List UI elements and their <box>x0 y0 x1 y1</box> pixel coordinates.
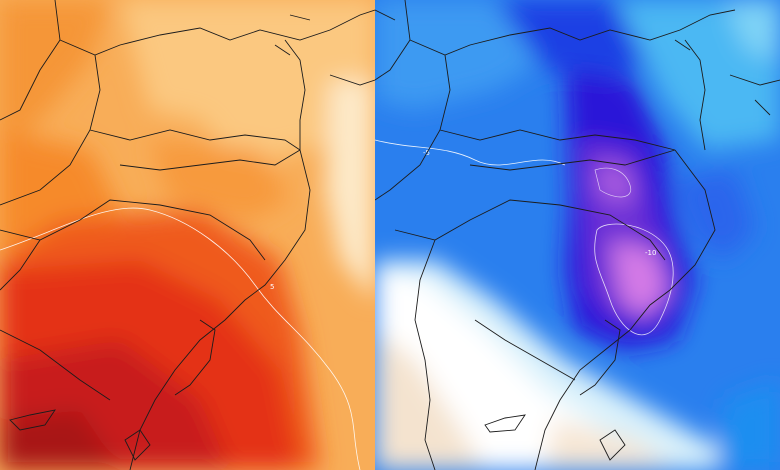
right-map: -5 -10 <box>375 0 780 470</box>
right-map-panel: -5 -10 <box>375 0 780 470</box>
right-isoline-b <box>594 223 674 335</box>
left-contour-label: 5 <box>270 283 274 291</box>
left-map-panel: 5 <box>0 0 375 470</box>
right-contour-label-b: -10 <box>645 249 656 257</box>
left-border-lines <box>0 0 375 470</box>
right-border-lines <box>375 0 780 470</box>
left-isoline <box>0 207 361 470</box>
right-isoline-c <box>594 167 632 198</box>
left-map: 5 <box>0 0 375 470</box>
right-isoline-a <box>375 139 566 166</box>
